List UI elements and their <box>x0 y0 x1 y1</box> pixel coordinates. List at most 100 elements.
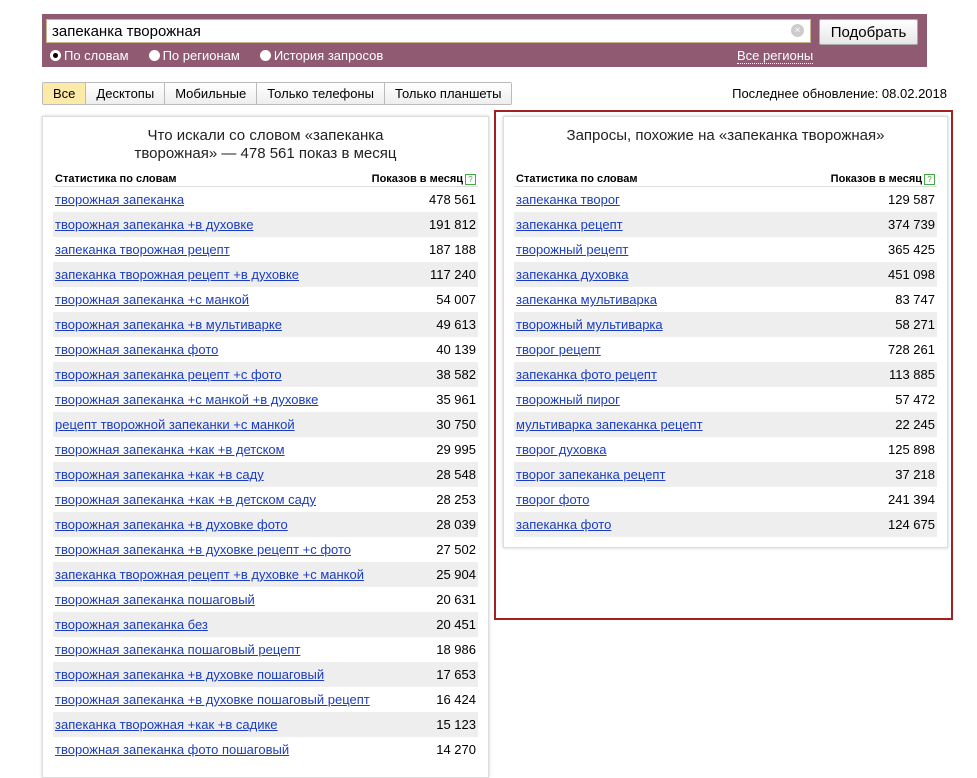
radio-label: По регионам <box>162 48 240 63</box>
keyword-link[interactable]: творожная запеканка +как +в детском <box>55 442 285 457</box>
table-row: творожная запеканка +в духовке пошаговый… <box>53 687 478 712</box>
table-row: запеканка фото рецепт 113 885 <box>514 362 937 387</box>
col-impressions: Показов в месяц? <box>372 173 476 185</box>
table-row: творожный пирог 57 472 <box>514 387 937 412</box>
search-input[interactable]: запеканка творожная × <box>46 19 811 43</box>
impressions-count: 22 245 <box>895 417 935 432</box>
impressions-count: 58 271 <box>895 317 935 332</box>
help-icon[interactable]: ? <box>465 174 476 185</box>
impressions-count: 49 613 <box>436 317 476 332</box>
radio-by-words[interactable]: По словам <box>50 48 129 63</box>
keyword-link[interactable]: творожная запеканка +с манкой <box>55 292 250 307</box>
table-row: творожная запеканка +в мультиварке 49 613 <box>53 312 478 337</box>
impressions-count: 28 548 <box>436 467 476 482</box>
impressions-count: 14 270 <box>436 742 476 757</box>
last-updated: Последнее обновление: 08.02.2018 <box>732 86 947 101</box>
keyword-link[interactable]: творожная запеканка +в духовке пошаговый <box>55 667 325 682</box>
keyword-link[interactable]: запеканка фото <box>516 517 612 532</box>
impressions-count: 129 587 <box>888 192 935 207</box>
clear-icon[interactable]: × <box>791 24 804 37</box>
table-row: творожная запеканка +с манкой +в духовке… <box>53 387 478 412</box>
table-row: творожная запеканка +как +в детском 29 99… <box>53 437 478 462</box>
keyword-link[interactable]: творожная запеканка фото <box>55 342 219 357</box>
radio-icon <box>259 50 271 61</box>
device-tabs: Все Десктопы Мобильные Только телефоны Т… <box>42 82 513 105</box>
radio-label: История запросов <box>273 48 384 63</box>
keyword-link[interactable]: запеканка мультиварка <box>516 292 657 307</box>
keyword-link[interactable]: творожная запеканка +в духовке <box>55 217 254 232</box>
impressions-count: 18 986 <box>436 642 476 657</box>
keyword-link[interactable]: творожный пирог <box>516 392 620 407</box>
table-row: запеканка духовка 451 098 <box>514 262 937 287</box>
keyword-link[interactable]: запеканка творожная +как +в садике <box>55 717 278 732</box>
table-row: творожная запеканка +в духовке пошаговый… <box>53 662 478 687</box>
table-row: рецепт творожной запеканки +с манкой 30 7… <box>53 412 478 437</box>
radio-by-regions[interactable]: По регионам <box>148 48 240 63</box>
keyword-link[interactable]: творожная запеканка +в духовке пошаговый… <box>55 692 370 707</box>
table-row: творожная запеканка +в духовке фото 28 03… <box>53 512 478 537</box>
table-row: запеканка творожная рецепт 187 188 <box>53 237 478 262</box>
table-row: творожная запеканка +как +в детском саду… <box>53 487 478 512</box>
impressions-count: 28 039 <box>436 517 476 532</box>
keyword-link[interactable]: творожная запеканка +в духовке рецепт +с… <box>55 542 352 557</box>
keyword-link[interactable]: запеканка творожная рецепт +в духовке +с… <box>55 567 365 582</box>
table-row: творожная запеканка без 20 451 <box>53 612 478 637</box>
mode-radios: По словам По регионам История запросов <box>50 48 403 63</box>
table-row: творожная запеканка +в духовке 191 812 <box>53 212 478 237</box>
help-icon[interactable]: ? <box>924 174 935 185</box>
keyword-link[interactable]: творожная запеканка +в мультиварке <box>55 317 282 332</box>
impressions-count: 37 218 <box>895 467 935 482</box>
keyword-link[interactable]: творог духовка <box>516 442 607 457</box>
keyword-link[interactable]: творожная запеканка +в духовке фото <box>55 517 288 532</box>
keyword-link[interactable]: творожная запеканка пошаговый рецепт <box>55 642 301 657</box>
table-header: Статистика по словам Показов в месяц? <box>514 173 937 187</box>
keyword-link[interactable]: творожная запеканка +как +в саду <box>55 467 264 482</box>
table-row: творожная запеканка фото пошаговый 14 270 <box>53 737 478 762</box>
radio-icon <box>148 50 160 61</box>
keyword-link[interactable]: творог запеканка рецепт <box>516 467 666 482</box>
col-label: Показов в месяц <box>371 173 463 185</box>
keyword-link[interactable]: запеканка творожная рецепт +в духовке <box>55 267 300 282</box>
keyword-link[interactable]: творожная запеканка фото пошаговый <box>55 742 290 757</box>
table-row: творожная запеканка пошаговый 20 631 <box>53 587 478 612</box>
keyword-link[interactable]: мультиварка запеканка рецепт <box>516 417 703 432</box>
impressions-count: 20 451 <box>436 617 476 632</box>
keyword-link[interactable]: творожная запеканка без <box>55 617 208 632</box>
keyword-link[interactable]: запеканка рецепт <box>516 217 623 232</box>
table-row: запеканка мультиварка 83 747 <box>514 287 937 312</box>
keyword-link[interactable]: творожная запеканка +с манкой +в духовке <box>55 392 319 407</box>
radio-history[interactable]: История запросов <box>259 48 384 63</box>
impressions-count: 28 253 <box>436 492 476 507</box>
tab-mobile[interactable]: Мобильные <box>165 83 258 104</box>
keyword-link[interactable]: запеканка фото рецепт <box>516 367 657 382</box>
impressions-count: 241 394 <box>888 492 935 507</box>
keyword-link[interactable]: творожная запеканка +как +в детском саду <box>55 492 316 507</box>
keyword-link[interactable]: творожный рецепт <box>516 242 629 257</box>
left-table: творожная запеканка 478 561 творожная запе… <box>43 187 488 762</box>
impressions-count: 16 424 <box>436 692 476 707</box>
tab-phones[interactable]: Только телефоны <box>257 83 386 104</box>
table-row: творожная запеканка 478 561 <box>53 187 478 212</box>
keyword-link[interactable]: запеканка творожная рецепт <box>55 242 230 257</box>
col-impressions: Показов в месяц? <box>831 173 935 185</box>
impressions-count: 20 631 <box>436 592 476 607</box>
keyword-link[interactable]: творожный мультиварка <box>516 317 663 332</box>
submit-button[interactable]: Подобрать <box>819 19 918 45</box>
keyword-link[interactable]: запеканка творог <box>516 192 620 207</box>
keyword-link[interactable]: запеканка духовка <box>516 267 629 282</box>
panel-title: Запросы, похожие на «запеканка творожная… <box>566 127 885 144</box>
tab-desktops[interactable]: Десктопы <box>86 83 166 104</box>
keyword-link[interactable]: творог рецепт <box>516 342 601 357</box>
keyword-link[interactable]: творожная запеканка <box>55 192 185 207</box>
keyword-link[interactable]: творожная запеканка рецепт +с фото <box>55 367 282 382</box>
table-row: творог фото 241 394 <box>514 487 937 512</box>
table-row: запеканка творожная рецепт +в духовке +с… <box>53 562 478 587</box>
keyword-link[interactable]: рецепт творожной запеканки +с манкой <box>55 417 295 432</box>
keyword-link[interactable]: творог фото <box>516 492 590 507</box>
impressions-count: 191 812 <box>429 217 476 232</box>
table-row: творожный мультиварка 58 271 <box>514 312 937 337</box>
all-regions-link[interactable]: Все регионы <box>737 48 814 64</box>
tab-tablets[interactable]: Только планшеты <box>385 83 512 104</box>
keyword-link[interactable]: творожная запеканка пошаговый <box>55 592 255 607</box>
tab-all[interactable]: Все <box>43 83 87 104</box>
